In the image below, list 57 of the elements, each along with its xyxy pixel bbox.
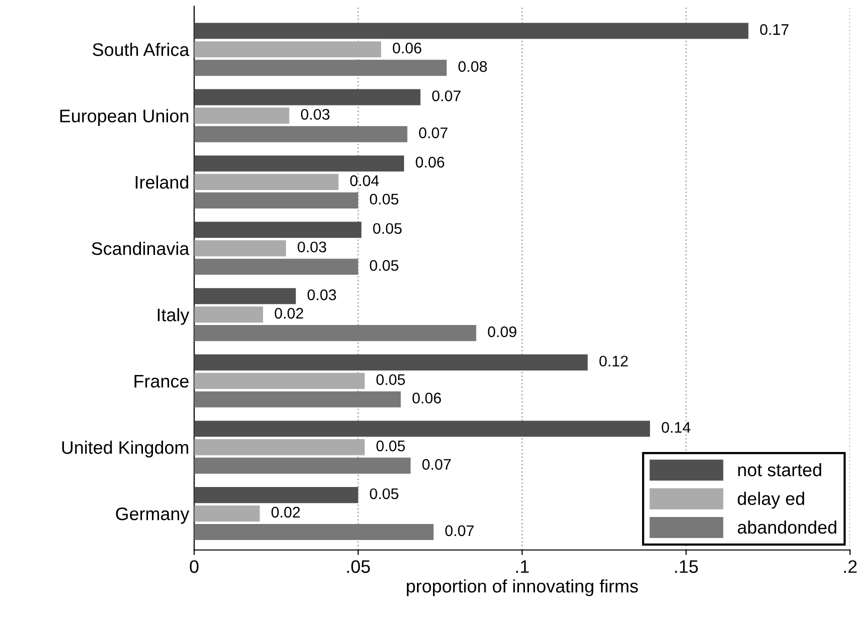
bar <box>194 487 358 504</box>
bar <box>194 458 411 474</box>
bar <box>194 524 434 540</box>
bar <box>194 192 358 208</box>
bar <box>194 60 447 76</box>
bar <box>194 420 650 437</box>
legend-label: delay ed <box>738 492 804 509</box>
y-tick-label: Scandinavia <box>92 242 190 256</box>
data-label: 0.07 <box>432 90 461 102</box>
data-label: 0.17 <box>760 24 788 35</box>
y-tick-label: United Kingdom <box>62 440 188 458</box>
data-label: 0.03 <box>300 108 330 120</box>
legend-label: abandonded <box>738 520 836 534</box>
bar <box>194 288 296 304</box>
data-label: 0.02 <box>274 308 304 319</box>
data-label: 0.07 <box>445 525 474 536</box>
data-label: 0.05 <box>373 223 402 234</box>
bar <box>194 391 401 408</box>
data-label: 0.09 <box>488 326 516 338</box>
y-tick-label: France <box>134 375 189 388</box>
data-label: 0.04 <box>350 175 379 186</box>
bar <box>194 325 476 342</box>
bar <box>194 155 404 172</box>
bar <box>194 89 420 106</box>
x-tick-label: .2 <box>844 560 857 573</box>
y-tick-label: Germany <box>116 507 190 524</box>
data-label: 0.06 <box>416 156 444 168</box>
data-label: 0.06 <box>412 392 441 404</box>
y-tick-label: Ireland <box>136 175 188 189</box>
bar <box>194 222 362 238</box>
y-tick-label: South Africa <box>92 42 190 56</box>
data-label: 0.03 <box>298 242 326 252</box>
data-label: 0.05 <box>370 260 398 271</box>
data-label: 0.08 <box>458 61 487 72</box>
x-tick-label: .15 <box>675 560 698 573</box>
bar <box>194 22 748 39</box>
x-tick-label: 0 <box>190 560 198 573</box>
y-tick-label: Italy <box>158 308 190 325</box>
y-tick-label: European Union <box>60 109 188 126</box>
data-label: 0.07 <box>422 458 451 470</box>
legend-label: not started <box>738 463 822 476</box>
data-label: 0.12 <box>599 356 628 367</box>
data-label: 0.03 <box>308 289 336 300</box>
data-label: 0.05 <box>370 488 398 500</box>
x-tick-label: .1 <box>516 560 529 573</box>
data-label: 0.05 <box>376 374 405 386</box>
bar <box>194 126 408 142</box>
data-label: 0.14 <box>662 422 690 433</box>
bar <box>194 258 358 275</box>
x-axis-title: proportion of innovating firms <box>406 579 638 596</box>
x-tick-label: .05 <box>347 560 370 573</box>
data-label: 0.02 <box>271 506 300 518</box>
data-label: 0.05 <box>376 440 405 452</box>
data-label: 0.07 <box>419 127 448 138</box>
data-label: 0.05 <box>370 194 398 205</box>
bar <box>194 354 588 370</box>
data-label: 0.06 <box>392 42 422 54</box>
